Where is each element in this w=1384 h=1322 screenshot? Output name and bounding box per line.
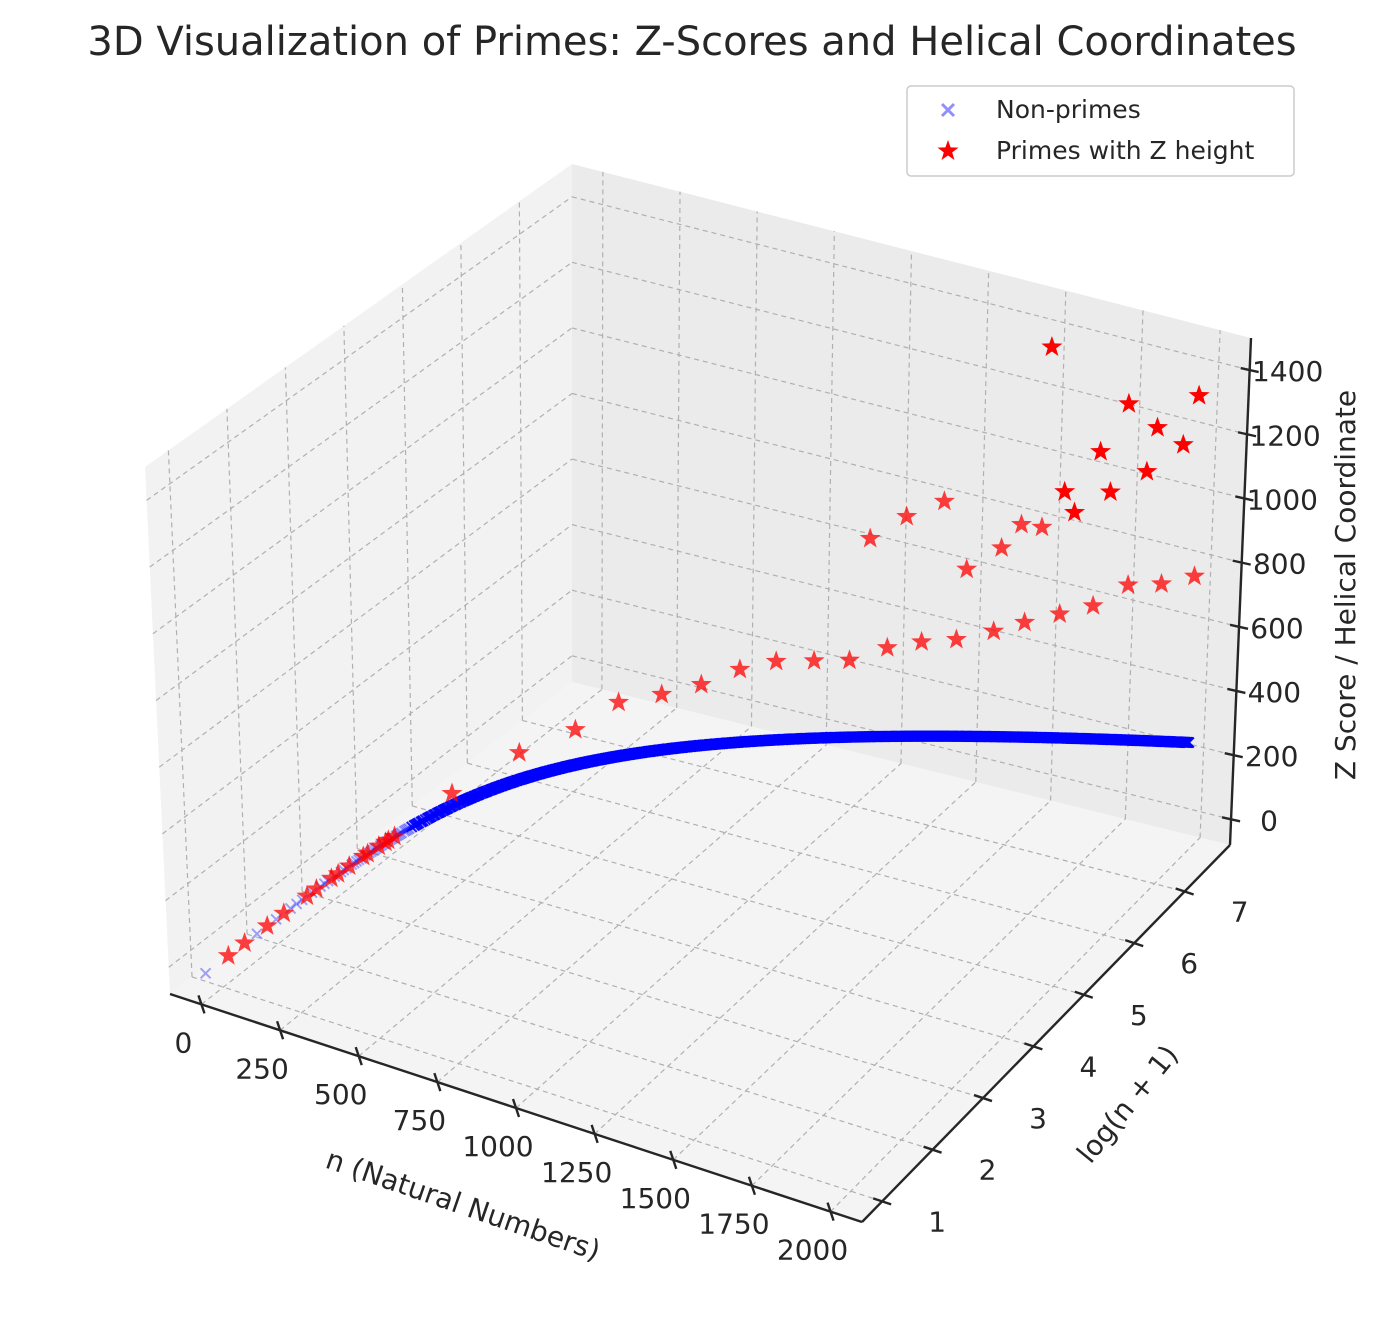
grid-line-x-floor <box>830 837 1201 1213</box>
grid-line-x-floor <box>201 688 603 1005</box>
non-prime-marker-stroke <box>270 913 282 926</box>
grid-line-z-left <box>146 196 573 501</box>
non-prime-point <box>290 898 303 910</box>
x-tick <box>197 994 206 1014</box>
grid-line-z-back <box>571 261 1248 435</box>
grid-line-x-floor <box>672 800 1051 1161</box>
grid-line-z-left <box>152 327 573 635</box>
non-prime-marker-stroke <box>284 902 297 915</box>
grid-line-y-left <box>167 450 193 977</box>
grid-line-x-floor <box>358 725 752 1057</box>
non-prime-marker-stroke <box>199 967 212 980</box>
grid-line-y-floor <box>246 933 933 1151</box>
z-tick <box>1235 495 1254 502</box>
x-tick <box>590 1124 599 1144</box>
grid-line-z-back <box>571 524 1237 692</box>
y-tick <box>872 1197 892 1206</box>
grid-line-y-floor <box>301 890 984 1099</box>
grid-lines <box>146 171 1250 1213</box>
grid-line-x-back <box>1124 310 1144 820</box>
grid-line-y-floor <box>191 976 883 1202</box>
y-tick <box>1175 887 1195 896</box>
non-prime-marker-stroke <box>337 864 350 876</box>
grid-line-z-left <box>162 524 573 835</box>
x-tick <box>511 1098 521 1118</box>
grid-line-x-back <box>975 270 990 783</box>
grid-line-x-back <box>825 231 835 745</box>
grid-line-y-left <box>401 284 413 806</box>
non-prime-point <box>199 967 212 980</box>
non-prime-marker-stroke <box>199 967 212 980</box>
x-tick <box>669 1150 678 1170</box>
non-prime-point <box>251 928 263 940</box>
grid-line-y-floor <box>357 848 1034 1047</box>
axes <box>169 337 1259 1224</box>
y-axis-line <box>861 844 1231 1223</box>
data-points <box>199 336 1210 980</box>
grid-line-x-back <box>1199 330 1221 838</box>
non-prime-marker-stroke <box>402 823 414 835</box>
grid-line-y-left <box>226 408 248 935</box>
non-prime-marker-stroke <box>398 825 410 838</box>
grid-line-y-left <box>518 201 524 721</box>
z-tick <box>1232 559 1251 566</box>
chart-title: 3D Visualization of Primes: Z-Scores and… <box>87 19 1296 65</box>
non-prime-marker-stroke <box>290 898 303 910</box>
z-tick <box>1224 751 1243 759</box>
grid-line-z-back <box>571 392 1242 564</box>
x-tick <box>826 1202 835 1222</box>
non-prime-marker-stroke <box>395 827 408 839</box>
grid-line-x-back <box>750 211 758 727</box>
grid-line-x-floor <box>751 818 1126 1187</box>
z-tick <box>1237 431 1257 438</box>
grid-line-y-floor <box>467 762 1135 944</box>
z-tick <box>1221 816 1241 823</box>
grid-line-z-left <box>168 655 573 968</box>
z-tick <box>1240 366 1259 374</box>
grid-line-x-floor <box>436 744 827 1083</box>
non-prime-marker-stroke <box>399 824 412 837</box>
y-tick <box>973 1093 993 1103</box>
z-axis-line <box>1228 337 1253 846</box>
grid-line-z-left <box>158 458 573 768</box>
grid-line-z-left <box>149 261 573 568</box>
grid-line-y-left <box>284 367 303 892</box>
x-tick <box>354 1046 363 1066</box>
y-tick <box>1124 938 1144 948</box>
grid-line-y-left <box>343 325 358 849</box>
z-tick <box>1229 623 1249 630</box>
grid-line-z-back <box>571 458 1240 628</box>
non-prime-marker-stroke <box>251 928 263 940</box>
y-tick <box>1024 1042 1043 1051</box>
non-prime-marker-stroke <box>350 855 363 868</box>
x-tick <box>433 1072 442 1092</box>
grid-line-z-back <box>571 589 1234 756</box>
grid-line-z-back <box>571 327 1245 500</box>
non-prime-marker-stroke <box>290 898 303 910</box>
grid-line-y-floor <box>522 719 1185 893</box>
non-prime-marker-stroke <box>251 928 263 940</box>
grid-line-x-back <box>1049 290 1067 801</box>
x-tick <box>747 1176 757 1196</box>
y-tick <box>1074 990 1094 999</box>
y-tick <box>923 1145 942 1154</box>
x-tick <box>275 1020 285 1040</box>
non-prime-marker-stroke <box>318 877 331 890</box>
grid-line-x-floor <box>594 781 977 1135</box>
non-prime-marker-stroke <box>401 824 413 836</box>
pane-back-left <box>145 164 572 994</box>
grid-line-z-left <box>165 589 573 902</box>
z-tick <box>1227 687 1246 695</box>
grid-line-y-left <box>460 242 468 764</box>
